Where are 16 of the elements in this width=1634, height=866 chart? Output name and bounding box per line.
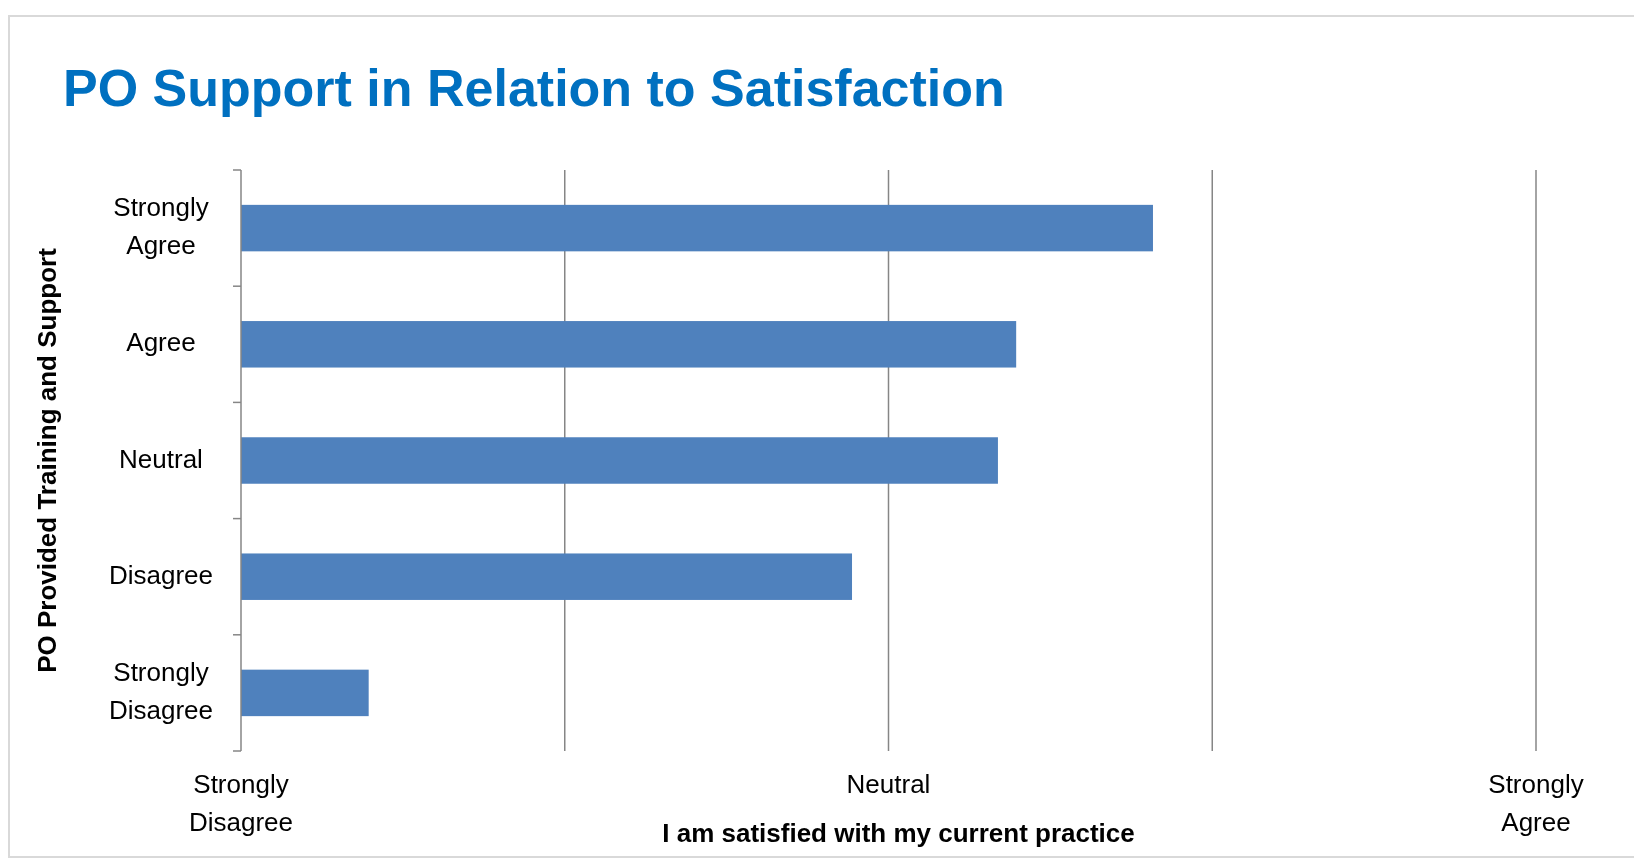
bar bbox=[241, 321, 1017, 368]
x-axis-title: I am satisfied with my current practice bbox=[662, 818, 1135, 848]
y-tick-label: Strongly Disagree bbox=[108, 656, 214, 725]
chart-title: PO Support in Relation to Satisfaction bbox=[63, 59, 1005, 117]
y-tick-label: Agree bbox=[126, 327, 196, 358]
bar bbox=[241, 553, 853, 600]
y-axis-title: PO Provided Training and Support bbox=[32, 247, 62, 673]
text: Strongly Disagree bbox=[188, 769, 294, 837]
bar bbox=[241, 204, 1153, 252]
bar bbox=[241, 669, 369, 717]
text: Neutral bbox=[846, 769, 931, 799]
y-tick-label: Disagree bbox=[108, 559, 214, 590]
text: Strongly Agree bbox=[1488, 769, 1584, 837]
y-tick-label: Strongly Agree bbox=[113, 191, 209, 260]
y-tick-label: Neutral bbox=[119, 443, 203, 474]
bar bbox=[241, 437, 998, 484]
